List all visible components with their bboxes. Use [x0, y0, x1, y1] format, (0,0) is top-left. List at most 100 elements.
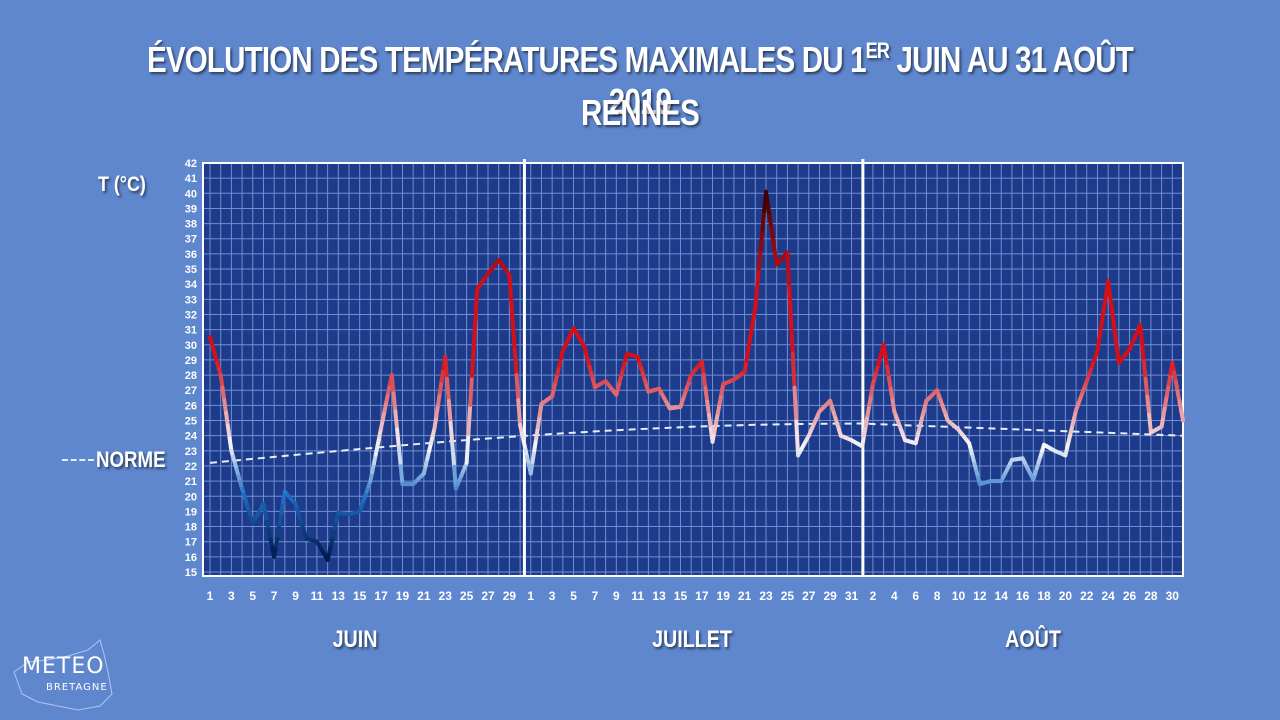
x-tick-label: 2 [870, 589, 877, 603]
temperature-segment [391, 391, 398, 414]
y-tick-label: 42 [185, 158, 197, 170]
temperature-segment [222, 398, 229, 415]
y-tick-label: 18 [185, 522, 197, 534]
y-tick-label: 31 [185, 325, 197, 337]
x-tick-label: 6 [912, 589, 919, 603]
temperature-segment [395, 427, 401, 450]
norme-line [209, 422, 1184, 464]
y-tick-label: 26 [185, 400, 197, 412]
x-tick-label: 26 [1123, 589, 1137, 603]
temperature-segment [699, 359, 706, 377]
x-tick-label: 21 [738, 589, 752, 603]
x-tick-label: 31 [845, 589, 859, 603]
x-tick-label: 7 [592, 589, 599, 603]
temperature-segment [771, 238, 777, 255]
temperature-segment [787, 284, 793, 323]
x-tick-label: 15 [353, 589, 367, 603]
temperature-segment [760, 208, 767, 233]
x-tick-label: 8 [934, 589, 941, 603]
month-separators [522, 159, 865, 576]
temperature-segment [510, 323, 517, 353]
temperature-segment [790, 351, 797, 390]
temperature-segment [512, 348, 519, 378]
temperature-segment [764, 189, 770, 206]
temperature-segment [398, 463, 405, 487]
x-tick-label: 30 [1166, 589, 1180, 603]
month-label-juillet: JUILLET [652, 626, 732, 653]
temperature-segment [469, 344, 476, 378]
temperature-segment [769, 226, 776, 243]
temperature-segment [466, 402, 473, 436]
brittany-map-icon [13, 639, 113, 711]
y-tick-label: 27 [185, 385, 197, 397]
temperature-segment [1179, 408, 1185, 423]
x-tick-label: 23 [439, 589, 453, 603]
x-tick-label: 5 [249, 589, 256, 603]
x-tick-label: 24 [1101, 589, 1115, 603]
x-tick-label: 13 [332, 589, 346, 603]
x-axis-ticks: 1 3 5 7 9 11 13 15 17 19 21 23 25 27 29 1 3 5 7 9 11 13 15 17 19… [207, 589, 1180, 603]
temperature-segment [1140, 341, 1146, 363]
temperature-segment [389, 373, 396, 396]
y-tick-label: 17 [185, 537, 197, 549]
y-tick-label: 21 [185, 476, 197, 488]
chart-title-line2: RENNES [580, 92, 700, 133]
temperature-segment [705, 399, 711, 417]
y-axis-label: T (°C) [98, 173, 146, 196]
temperature-segment [443, 354, 450, 381]
temperature-segment [448, 420, 455, 447]
y-tick-label: 38 [185, 219, 197, 231]
temperature-segment [1106, 279, 1112, 297]
y-tick-label: 16 [185, 552, 197, 564]
y-tick-label: 39 [185, 203, 197, 215]
temperature-segment [227, 436, 234, 453]
y-tick-label: 36 [185, 249, 197, 261]
temperature-segment [445, 376, 451, 403]
y-axis-ticks: 15 16 17 18 19 20 21 22 23 24 25 26 27 28 29 30 31 32 33 34… [185, 158, 198, 579]
temperature-segment [436, 390, 442, 407]
x-tick-label: 11 [311, 589, 324, 603]
y-tick-label: 22 [185, 461, 197, 473]
x-tick-label: 29 [823, 589, 837, 603]
x-tick-label: 17 [374, 589, 388, 603]
x-tick-label: 9 [613, 589, 620, 603]
x-tick-label: 10 [952, 589, 966, 603]
x-tick-label: 22 [1080, 589, 1094, 603]
temperature-segment [446, 398, 453, 425]
x-tick-label: 12 [973, 589, 987, 603]
y-tick-label: 35 [185, 264, 197, 276]
temperature-segment [434, 402, 441, 419]
norme-label: NORME [96, 447, 166, 472]
temperature-segment [753, 285, 760, 309]
temperature-segment [464, 431, 471, 465]
month-label-aout: AOÛT [1005, 626, 1061, 653]
temperature-segment [439, 366, 446, 383]
temperature-segment [396, 445, 403, 468]
y-tick-label: 24 [185, 431, 198, 443]
x-tick-label: 14 [995, 589, 1009, 603]
temperature-segment [450, 442, 457, 469]
meteo-bretagne-logo: METEO BRETAGNE [8, 632, 126, 714]
logo-sub-text: BRETAGNE [46, 682, 108, 693]
temperature-segment [471, 315, 478, 349]
grid [202, 162, 1184, 577]
y-tick-label: 28 [185, 370, 197, 382]
x-tick-label: 27 [802, 589, 816, 603]
temperature-segment [758, 228, 765, 252]
x-tick-label: 9 [292, 589, 299, 603]
y-tick-label: 23 [185, 446, 197, 458]
x-tick-label: 7 [271, 589, 278, 603]
temperature-segment [701, 372, 708, 391]
x-tick-label: 5 [570, 589, 577, 603]
temperature-segment [1141, 358, 1148, 381]
x-tick-label: 16 [1016, 589, 1030, 603]
temperature-segment [765, 201, 772, 219]
y-tick-label: 15 [185, 567, 197, 579]
temperature-segment [794, 419, 801, 458]
x-tick-label: 1 [527, 589, 534, 603]
temperature-segment [1109, 306, 1116, 325]
x-tick-label: 3 [549, 589, 556, 603]
temperature-line [208, 189, 1185, 562]
temperature-segment [507, 273, 514, 303]
